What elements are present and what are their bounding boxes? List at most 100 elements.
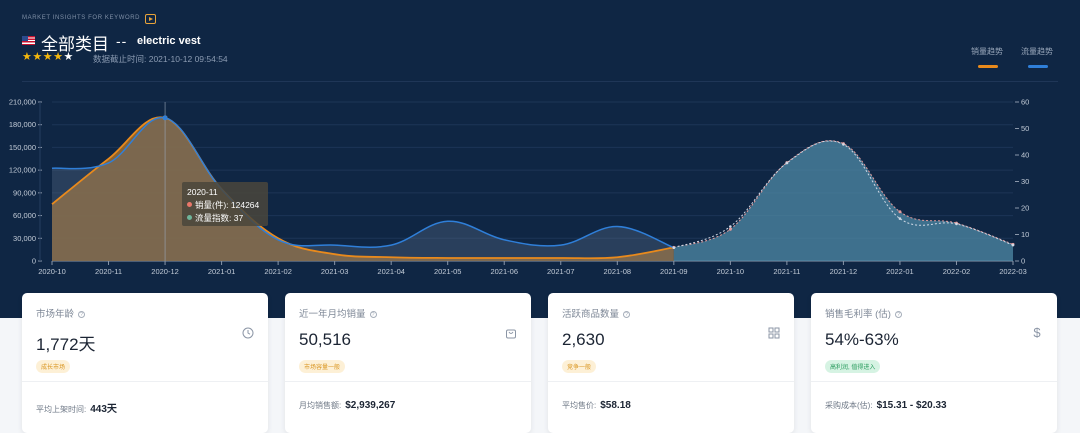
- y-left-tick-label: 210,000: [9, 98, 36, 107]
- y-right-tick-label: 40: [1021, 151, 1029, 160]
- card-footer: 平均售价: $58.18: [562, 400, 631, 411]
- card-footer: 月均销售额: $2,939,267: [299, 400, 396, 411]
- play-square-icon[interactable]: [145, 14, 156, 24]
- star-filled-icon: ★★★★: [22, 51, 64, 63]
- sales-area-forecast: [673, 140, 1013, 261]
- data-updated-time: 数据截止时间: 2021-10-12 09:54:54: [93, 54, 228, 64]
- legend-sales-line: [978, 65, 998, 68]
- card-value: 2,630: [562, 330, 605, 349]
- y-right-tick-label: 30: [1021, 177, 1029, 186]
- help-icon[interactable]: ?: [623, 311, 631, 318]
- traffic-dot-icon: [187, 215, 192, 220]
- card-market-age: 市场年龄? 1,772天 成长市场 平均上架时间: 443天: [22, 293, 268, 433]
- sales-forecast-point: [728, 227, 732, 231]
- x-tick-label: 2020-10: [38, 267, 66, 276]
- card-value: 54%-63%: [825, 330, 899, 349]
- card-footer: 采购成本(估): $15.31 - $20.33: [825, 400, 947, 411]
- card-label: 活跃商品数量?: [562, 309, 631, 320]
- star-empty-icon: ★: [63, 51, 74, 63]
- y-right-tick-label: 60: [1021, 98, 1029, 107]
- star-rating: ★★★★★: [22, 50, 74, 63]
- keyword-label: electric vest: [137, 35, 201, 47]
- x-tick-label: 2021-07: [547, 267, 575, 276]
- card-value: 50,516: [299, 330, 351, 349]
- sales-dot-icon: [187, 202, 192, 207]
- y-right-tick-label: 20: [1021, 204, 1029, 213]
- y-right-tick-label: 0: [1021, 257, 1025, 266]
- x-tick-label: 2021-10: [717, 267, 745, 276]
- card-footer: 平均上架时间: 443天: [36, 404, 117, 415]
- legend-traffic-label[interactable]: 流量趋势: [1021, 47, 1053, 56]
- card-gross-margin: 销售毛利率 (估)? 54%-63% $ 高利润, 值得进入 采购成本(估): $…: [811, 293, 1057, 433]
- tooltip-traffic-row: 流量指数: 37: [187, 212, 263, 225]
- x-tick-label: 2021-09: [660, 267, 688, 276]
- help-icon[interactable]: ?: [369, 311, 377, 318]
- category-title: 全部类目: [41, 35, 109, 54]
- card-label: 近一年月均销量?: [299, 309, 377, 320]
- supertitle: MARKET INSIGHTS FOR KEYWORD: [22, 15, 141, 21]
- x-tick-label: 2021-02: [264, 267, 292, 276]
- traffic-hover-point: [162, 115, 168, 121]
- y-right-tick-label: 10: [1021, 230, 1029, 239]
- card-label: 销售毛利率 (估)?: [825, 309, 902, 320]
- traffic-forecast-point: [785, 161, 789, 165]
- sales-forecast-point: [898, 210, 902, 214]
- x-tick-label: 2021-03: [321, 267, 349, 276]
- x-tick-label: 2020-11: [95, 267, 122, 276]
- tooltip-date: 2020-11: [187, 187, 218, 197]
- traffic-forecast-point: [1011, 243, 1015, 247]
- x-tick-label: 2020-12: [151, 267, 179, 276]
- card-divider: [22, 381, 268, 382]
- chart-tooltip: 2020-11 销量(件): 124264 流量指数: 37: [182, 182, 268, 226]
- status-badge: 成长市场: [36, 360, 71, 373]
- card-label: 市场年龄?: [36, 309, 86, 320]
- x-tick-label: 2021-08: [604, 267, 632, 276]
- tooltip-sales-row: 销量(件): 124264: [187, 199, 263, 212]
- status-badge: 高利润, 值得进入: [825, 360, 881, 373]
- tooltip-traffic: 流量指数: 37: [195, 213, 244, 223]
- help-icon[interactable]: ?: [78, 311, 86, 318]
- traffic-forecast-point: [729, 225, 732, 228]
- traffic-forecast-point: [898, 217, 902, 220]
- y-left-tick-label: 30,000: [13, 234, 36, 243]
- x-tick-label: 2021-05: [434, 267, 462, 276]
- title-separator: --: [116, 33, 128, 49]
- us-flag-icon: [22, 36, 35, 45]
- traffic-forecast-point: [842, 143, 845, 146]
- traffic-forecast-point: [672, 246, 676, 250]
- trend-chart[interactable]: 0 30,000 60,000 90,000 120,000 150,000 180,000…: [0, 90, 1080, 280]
- y-left-tick-label: 60,000: [13, 211, 36, 220]
- y-left-tick-label: 90,000: [13, 188, 36, 197]
- legend-traffic-line: [1028, 65, 1048, 68]
- x-tick-label: 2021-11: [773, 267, 800, 276]
- status-badge: 竞争一般: [562, 360, 597, 373]
- card-divider: [548, 381, 794, 382]
- sales-line: [51, 116, 674, 260]
- card-divider: [811, 381, 1057, 382]
- y-left-tick-label: 180,000: [9, 120, 36, 129]
- shopping-bag-icon: [505, 327, 517, 339]
- x-tick-label: 2022-03: [999, 267, 1027, 276]
- x-tick-label: 2022-02: [943, 267, 971, 276]
- dollar-icon: $: [1033, 325, 1041, 340]
- grid-icon: [768, 327, 780, 339]
- card-monthly-sales: 近一年月均销量? 50,516 市场容量一般 月均销售额: $2,939,267: [285, 293, 531, 433]
- card-value: 1,772天: [36, 335, 96, 354]
- clock-icon: [242, 327, 254, 339]
- card-divider: [285, 381, 531, 382]
- legend-sales-label[interactable]: 销量趋势: [971, 47, 1003, 56]
- x-tick-label: 2021-12: [830, 267, 858, 276]
- traffic-line: [51, 117, 675, 249]
- tooltip-sales: 销量(件): 124264: [195, 200, 260, 210]
- status-badge: 市场容量一般: [299, 360, 346, 373]
- header-divider: [22, 81, 1058, 82]
- x-tick-label: 2021-01: [208, 267, 236, 276]
- y-left-tick-label: 0: [32, 257, 36, 266]
- x-tick-label: 2021-06: [490, 267, 518, 276]
- traffic-forecast-point: [955, 222, 958, 226]
- y-left-tick-label: 120,000: [9, 166, 36, 175]
- y-left-tick-label: 150,000: [9, 143, 36, 152]
- help-icon[interactable]: ?: [894, 311, 902, 318]
- y-right-tick-label: 50: [1021, 124, 1029, 133]
- card-active-products: 活跃商品数量? 2,630 竞争一般 平均售价: $58.18: [548, 293, 794, 433]
